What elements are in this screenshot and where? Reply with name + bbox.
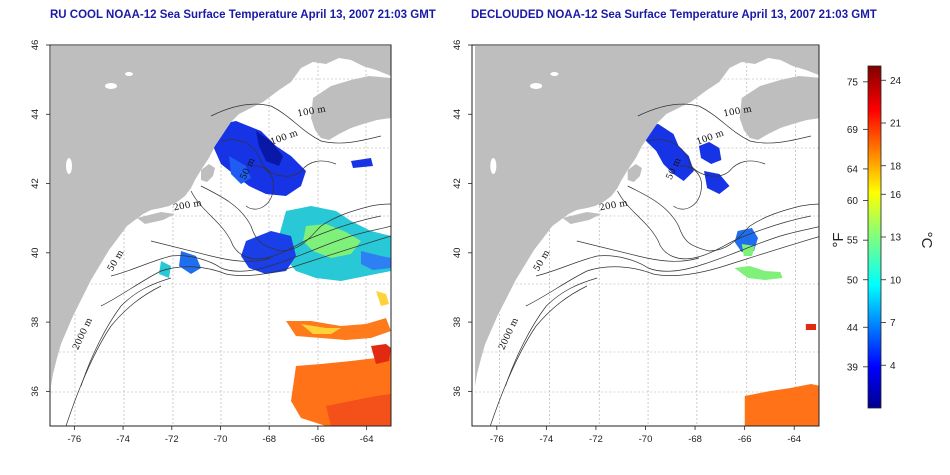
colorbar-label-c: 7 [890,318,896,329]
lat-tick-label: 46 [452,40,463,51]
lat-tick-label: 36 [452,386,463,397]
colorbar-label-f: 55 [847,236,859,247]
lon-tick-label: -70 [639,434,653,445]
lat-ticks-right: 36 38 40 42 44 46 [452,40,472,397]
map-title-left: RU COOL NOAA-12 Sea Surface Temperature … [50,9,436,21]
colorbar-label-f: 60 [847,196,859,207]
colorbar-gradient [867,65,882,409]
lat-tick-label: 40 [30,248,41,259]
colorbar-fahrenheit-labels: 75 69 64 60 55 50 44 39 [847,77,868,373]
colorbar-label-f: 50 [847,275,859,286]
lon-tick-label: -76 [67,434,81,445]
colorbar-label-f: 75 [847,77,859,88]
lon-tick-label: -76 [490,434,504,445]
lon-ticks-left: -76 -74 -72 -70 -68 -66 -64 [67,426,374,445]
lat-tick-label: 44 [452,109,463,120]
lon-tick-label: -74 [539,434,553,445]
lat-tick-label: 44 [30,109,41,120]
colorbar-label-c: 16 [890,190,902,201]
map-title-right: DECLOUDED NOAA-12 Sea Surface Temperatur… [471,9,877,21]
colorbar-label-c: 4 [890,361,896,372]
lat-ticks-left: 36 38 40 42 44 46 [30,40,50,397]
lat-tick-label: 42 [452,178,463,189]
lon-tick-label: -66 [738,434,752,445]
contour-label: 50 m [106,248,126,273]
contour-label: 200 m [599,199,629,214]
contour-label: 100 m [297,105,327,120]
contour-label: 2000 m [71,316,95,352]
unit-fahrenheit: °F [830,232,847,247]
colorbar: 75 69 64 60 55 50 44 39 24 21 18 16 13 10 7 4 °F °C [830,65,935,409]
colorbar-celsius-labels: 24 21 18 16 13 10 7 4 [881,76,902,372]
lat-tick-label: 38 [30,317,41,328]
colorbar-label-f: 44 [847,323,859,334]
colorbar-label-f: 64 [847,164,859,175]
lon-tick-label: -64 [787,434,801,445]
unit-celsius: °C [918,232,935,249]
lon-tick-label: -68 [688,434,702,445]
colorbar-label-c: 18 [890,161,902,172]
lat-tick-label: 46 [30,40,41,51]
colorbar-label-c: 24 [890,76,902,87]
lon-tick-label: -64 [360,434,374,445]
contour-label: 200 m [173,199,203,214]
lon-tick-label: -68 [262,434,276,445]
contour-label: 2000 m [497,316,521,352]
lat-tick-label: 38 [452,317,463,328]
contour-label: 100 m [269,128,300,147]
colorbar-label-c: 13 [890,233,902,244]
colorbar-label-c: 21 [890,119,902,130]
lat-tick-label: 42 [30,178,41,189]
lon-tick-label: -66 [311,434,325,445]
contour-label: 100 m [723,105,753,120]
colorbar-label-f: 39 [847,362,859,373]
colorbar-label-f: 69 [847,125,859,136]
lat-tick-label: 40 [452,248,463,259]
lon-tick-label: -74 [116,434,130,445]
contour-label: 50 m [532,248,552,273]
lon-tick-label: -72 [165,434,179,445]
lon-ticks-right: -76 -74 -72 -70 -68 -66 -64 [490,426,801,445]
lon-tick-label: -70 [214,434,228,445]
lon-tick-label: -72 [589,434,603,445]
colorbar-label-c: 10 [890,275,902,286]
lat-tick-label: 36 [30,386,41,397]
